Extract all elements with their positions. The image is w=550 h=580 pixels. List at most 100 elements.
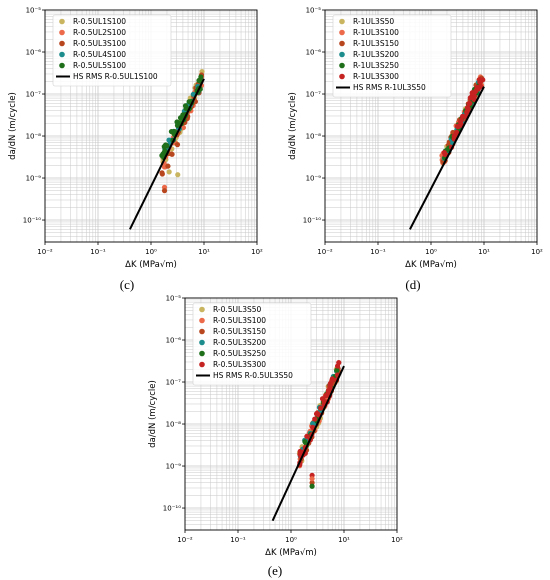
legend-marker (339, 40, 345, 47)
legend-label: R-1UL3S250 (353, 61, 399, 70)
legend-label: HS RMS R-1UL3S50 (353, 83, 426, 92)
data-point (166, 169, 172, 175)
data-point (465, 106, 471, 112)
legend-marker (199, 328, 205, 335)
data-point (162, 148, 168, 154)
legend-label: HS RMS R-0.5UL3S50 (213, 371, 293, 380)
data-point (175, 172, 181, 178)
legend-label: R-0.5UL2S100 (73, 28, 126, 37)
x-tick-label: 10² (251, 248, 263, 256)
data-point (304, 433, 310, 439)
legend-marker (199, 339, 205, 346)
panel-c: 10⁻² 10⁻¹ 10⁰ 10¹ 10² 10⁻¹⁰ 10⁻⁹ 10⁻⁸ 10⁻⁷ 10⁻⁶ 10… (8, 7, 263, 271)
x-axis-label: ΔK (MPa√m) (125, 260, 177, 270)
x-tick-label: 10⁰ (425, 248, 437, 256)
y-axis-label: da/dN (m/cycle) (288, 92, 298, 160)
y-tick-label: 10⁻⁸ (306, 133, 322, 141)
data-point (165, 163, 171, 169)
data-point (327, 382, 333, 388)
data-point (166, 137, 172, 143)
data-point (467, 100, 473, 106)
legend-label: R-0.5UL3S50 (213, 305, 262, 314)
legend-marker (199, 350, 205, 357)
legend-marker (339, 62, 345, 69)
data-point (325, 387, 332, 394)
y-tick-label: 10⁻¹⁰ (163, 505, 181, 513)
panel-letter-c: (c) (120, 277, 134, 292)
legend: R-0.5UL1S100 R-0.5UL2S100 R-0.5UL3S100 R-0.… (52, 14, 172, 87)
fit-line (129, 78, 205, 230)
y-tick-label: 10⁻¹⁰ (303, 217, 321, 225)
legend-marker (199, 306, 205, 313)
data-point (329, 378, 335, 384)
data-point (334, 367, 340, 373)
y-tick-label: 10⁻⁸ (26, 133, 42, 141)
data-point (174, 142, 181, 148)
legend-label: R-0.5UL3S300 (213, 360, 266, 369)
data-point (159, 170, 165, 176)
legend: R-1UL3S50 R-1UL3S100 R-1UL3S150 R-1UL3S200 R… (332, 14, 452, 98)
legend-marker (59, 62, 65, 69)
fit-line (409, 86, 485, 230)
panel-e: 10⁻² 10⁻¹ 10⁰ 10¹ 10² 10⁻¹⁰ 10⁻⁹ 10⁻⁸ 10⁻⁷ 10⁻⁶ 10… (148, 295, 403, 559)
data-point (172, 129, 178, 135)
x-tick-label: 10⁻¹ (230, 536, 246, 544)
legend-label: R-0.5UL3S100 (213, 316, 266, 325)
y-tick-label: 10⁻⁷ (26, 91, 42, 99)
x-tick-label: 10¹ (478, 248, 490, 256)
legend-label: HS RMS R-0.5UL1S100 (73, 72, 158, 81)
x-tick-label: 10⁻² (37, 248, 53, 256)
data-point (318, 405, 324, 411)
x-tick-label: 10⁰ (285, 536, 297, 544)
y-axis-label: da/dN (m/cycle) (8, 92, 18, 160)
data-point (477, 79, 483, 85)
legend-marker (199, 317, 205, 324)
x-axis-label: ΔK (MPa√m) (405, 260, 457, 270)
data-point (475, 85, 481, 91)
data-point (457, 119, 464, 125)
legend-marker (339, 29, 345, 36)
legend-label: R-1UL3S50 (353, 17, 394, 26)
legend-label: R-1UL3S150 (353, 39, 399, 48)
legend-marker (59, 29, 65, 36)
data-point (460, 113, 466, 119)
legend: R-0.5UL3S50 R-0.5UL3S100 R-0.5UL3S150 R-0.5… (192, 302, 312, 386)
y-tick-label: 10⁻⁷ (306, 91, 322, 99)
x-tick-label: 10⁻² (177, 536, 193, 544)
legend-marker (59, 51, 65, 58)
y-tick-label: 10⁻⁵ (306, 7, 322, 15)
legend-marker (59, 18, 65, 25)
x-axis-label: ΔK (MPa√m) (265, 548, 317, 558)
legend-box (332, 14, 452, 98)
legend-label: R-0.5UL3S100 (73, 39, 126, 48)
x-tick-label: 10² (531, 248, 543, 256)
data-point (467, 95, 473, 101)
data-point (314, 410, 321, 417)
data-point (310, 420, 316, 427)
data-point (336, 360, 342, 366)
y-tick-label: 10⁻⁷ (166, 379, 182, 387)
legend-box (192, 302, 312, 386)
legend-label: R-0.5UL5S100 (73, 61, 126, 70)
x-tick-label: 10⁻² (317, 248, 333, 256)
data-point (319, 396, 326, 402)
y-tick-label: 10⁻⁹ (166, 463, 182, 471)
legend-marker (339, 73, 345, 80)
y-tick-label: 10⁻⁹ (26, 175, 42, 183)
legend-label: R-1UL3S100 (353, 28, 399, 37)
data-point (441, 149, 447, 156)
legend-marker (339, 18, 345, 25)
x-tick-label: 10² (391, 536, 403, 544)
legend-label: R-0.5UL3S250 (213, 349, 266, 358)
series-R-0.5UL5S100 (159, 74, 204, 160)
x-tick-label: 10¹ (338, 536, 350, 544)
panel-letter-d: (d) (405, 277, 420, 292)
x-tick-label: 10¹ (198, 248, 210, 256)
data-point (455, 124, 461, 130)
data-point (297, 448, 303, 455)
y-tick-label: 10⁻⁶ (306, 49, 322, 57)
legend-label: R-0.5UL1S100 (73, 17, 126, 26)
y-tick-label: 10⁻⁵ (26, 7, 42, 15)
data-point (451, 133, 457, 139)
